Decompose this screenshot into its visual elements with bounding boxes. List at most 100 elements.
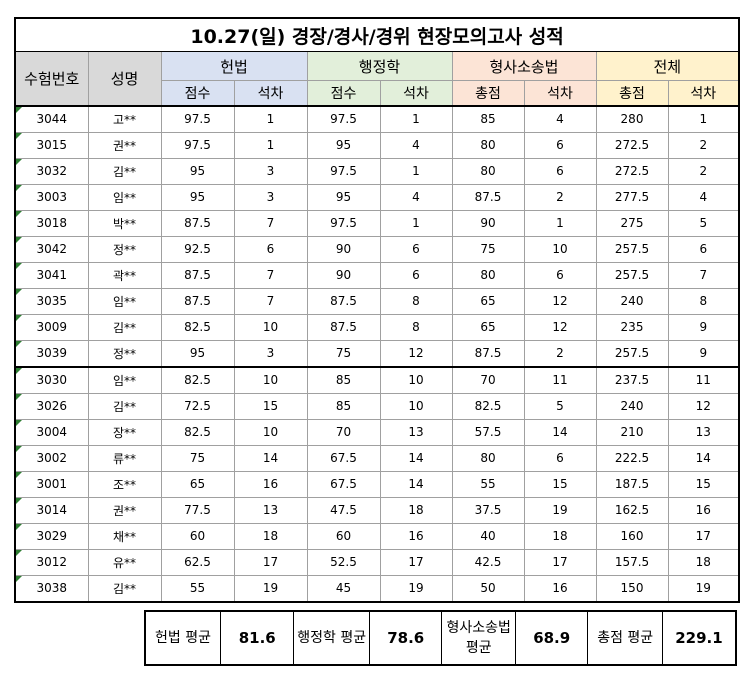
cell-crim-total: 65	[451, 313, 525, 341]
cell-total-score: 257.5	[595, 261, 669, 289]
cell-exam-no: 3014	[14, 496, 89, 524]
cell-law-rank: 14	[233, 444, 308, 472]
cell-admin-score: 60	[306, 522, 381, 550]
cell-total-rank: 13	[667, 418, 740, 446]
table-row: 3038 김** 55 19 45 19 50 16 150 19	[14, 574, 740, 602]
cell-law-rank: 3	[233, 183, 308, 211]
cell-name: 김**	[87, 313, 162, 341]
cell-law-score: 62.5	[160, 548, 235, 576]
cell-total-score: 272.5	[595, 131, 669, 159]
table-row: 3001 조** 65 16 67.5 14 55 15 187.5 15	[14, 470, 740, 498]
cell-law-score: 75	[160, 444, 235, 472]
cell-total-score: 272.5	[595, 157, 669, 185]
cell-exam-no: 3003	[14, 183, 89, 211]
cell-law-score: 82.5	[160, 365, 235, 394]
cell-crim-total: 80	[451, 444, 525, 472]
cell-total-rank: 5	[667, 209, 740, 237]
cell-law-score: 65	[160, 470, 235, 498]
cell-total-rank: 9	[667, 313, 740, 341]
cell-name: 장**	[87, 418, 162, 446]
header-crim-total: 총점	[451, 80, 525, 107]
cell-law-rank: 10	[233, 418, 308, 446]
cell-law-rank: 3	[233, 339, 308, 367]
cell-crim-rank: 12	[523, 313, 597, 341]
cell-admin-score: 95	[306, 131, 381, 159]
cell-total-score: 150	[595, 574, 669, 602]
cell-crim-total: 90	[451, 209, 525, 237]
cell-total-rank: 15	[667, 470, 740, 498]
cell-law-score: 97.5	[160, 105, 235, 133]
table-row: 3044 고** 97.5 1 97.5 1 85 4 280 1	[14, 105, 740, 133]
table-row: 3032 김** 95 3 97.5 1 80 6 272.5 2	[14, 157, 740, 185]
cell-total-score: 257.5	[595, 235, 669, 263]
cell-crim-rank: 5	[523, 392, 597, 420]
header-total-score: 총점	[595, 80, 669, 107]
table-row: 3029 채** 60 18 60 16 40 18 160 17	[14, 522, 740, 550]
cell-law-score: 95	[160, 339, 235, 367]
cell-exam-no: 3004	[14, 418, 89, 446]
cell-crim-rank: 1	[523, 209, 597, 237]
cell-admin-rank: 1	[379, 105, 453, 133]
cell-total-rank: 19	[667, 574, 740, 602]
cell-name: 권**	[87, 131, 162, 159]
cell-crim-total: 40	[451, 522, 525, 550]
cell-crim-rank: 4	[523, 105, 597, 133]
cell-crim-total: 42.5	[451, 548, 525, 576]
cell-total-rank: 2	[667, 131, 740, 159]
cell-total-score: 240	[595, 392, 669, 420]
cell-crim-total: 55	[451, 470, 525, 498]
cell-law-score: 77.5	[160, 496, 235, 524]
cell-admin-rank: 17	[379, 548, 453, 576]
cell-crim-total: 65	[451, 287, 525, 315]
cell-total-score: 157.5	[595, 548, 669, 576]
cell-crim-rank: 6	[523, 131, 597, 159]
header-admin-rank: 석차	[379, 80, 453, 107]
cell-admin-score: 97.5	[306, 209, 381, 237]
cell-name: 고**	[87, 105, 162, 133]
header-name: 성명	[87, 51, 162, 107]
cell-law-rank: 3	[233, 157, 308, 185]
table-row: 3014 권** 77.5 13 47.5 18 37.5 19 162.5 16	[14, 496, 740, 524]
cell-admin-score: 97.5	[306, 157, 381, 185]
cell-crim-rank: 2	[523, 183, 597, 211]
cell-admin-score: 87.5	[306, 287, 381, 315]
table-row: 3012 유** 62.5 17 52.5 17 42.5 17 157.5 18	[14, 548, 740, 576]
cell-total-rank: 14	[667, 444, 740, 472]
cell-total-rank: 2	[667, 157, 740, 185]
summary-crim-label: 형사소송법 평균	[441, 610, 516, 666]
summary-total-label: 총점 평균	[587, 610, 663, 666]
table-row: 3003 임** 95 3 95 4 87.5 2 277.5 4	[14, 183, 740, 211]
cell-exam-no: 3030	[14, 365, 89, 394]
cell-admin-score: 45	[306, 574, 381, 602]
cell-crim-total: 80	[451, 261, 525, 289]
cell-total-rank: 18	[667, 548, 740, 576]
cell-exam-no: 3038	[14, 574, 89, 602]
cell-total-score: 162.5	[595, 496, 669, 524]
cell-crim-total: 87.5	[451, 339, 525, 367]
cell-crim-rank: 12	[523, 287, 597, 315]
header-law-rank: 석차	[233, 80, 308, 107]
table-row: 3041 곽** 87.5 7 90 6 80 6 257.5 7	[14, 261, 740, 289]
cell-total-rank: 11	[667, 365, 740, 394]
cell-law-rank: 7	[233, 261, 308, 289]
cell-admin-score: 52.5	[306, 548, 381, 576]
cell-total-rank: 1	[667, 105, 740, 133]
cell-law-rank: 16	[233, 470, 308, 498]
cell-crim-rank: 14	[523, 418, 597, 446]
cell-crim-rank: 16	[523, 574, 597, 602]
cell-total-rank: 4	[667, 183, 740, 211]
summary-law-label: 헌법 평균	[144, 610, 221, 666]
cell-crim-total: 50	[451, 574, 525, 602]
cell-admin-rank: 13	[379, 418, 453, 446]
summary-law-value: 81.6	[219, 610, 295, 666]
cell-total-score: 257.5	[595, 339, 669, 367]
cell-admin-rank: 14	[379, 470, 453, 498]
cell-total-score: 222.5	[595, 444, 669, 472]
cell-admin-rank: 4	[379, 183, 453, 211]
cell-admin-rank: 8	[379, 287, 453, 315]
cell-name: 임**	[87, 365, 162, 394]
cell-total-score: 237.5	[595, 365, 669, 394]
cell-exam-no: 3029	[14, 522, 89, 550]
header-crim-rank: 석차	[523, 80, 597, 107]
cell-total-rank: 12	[667, 392, 740, 420]
